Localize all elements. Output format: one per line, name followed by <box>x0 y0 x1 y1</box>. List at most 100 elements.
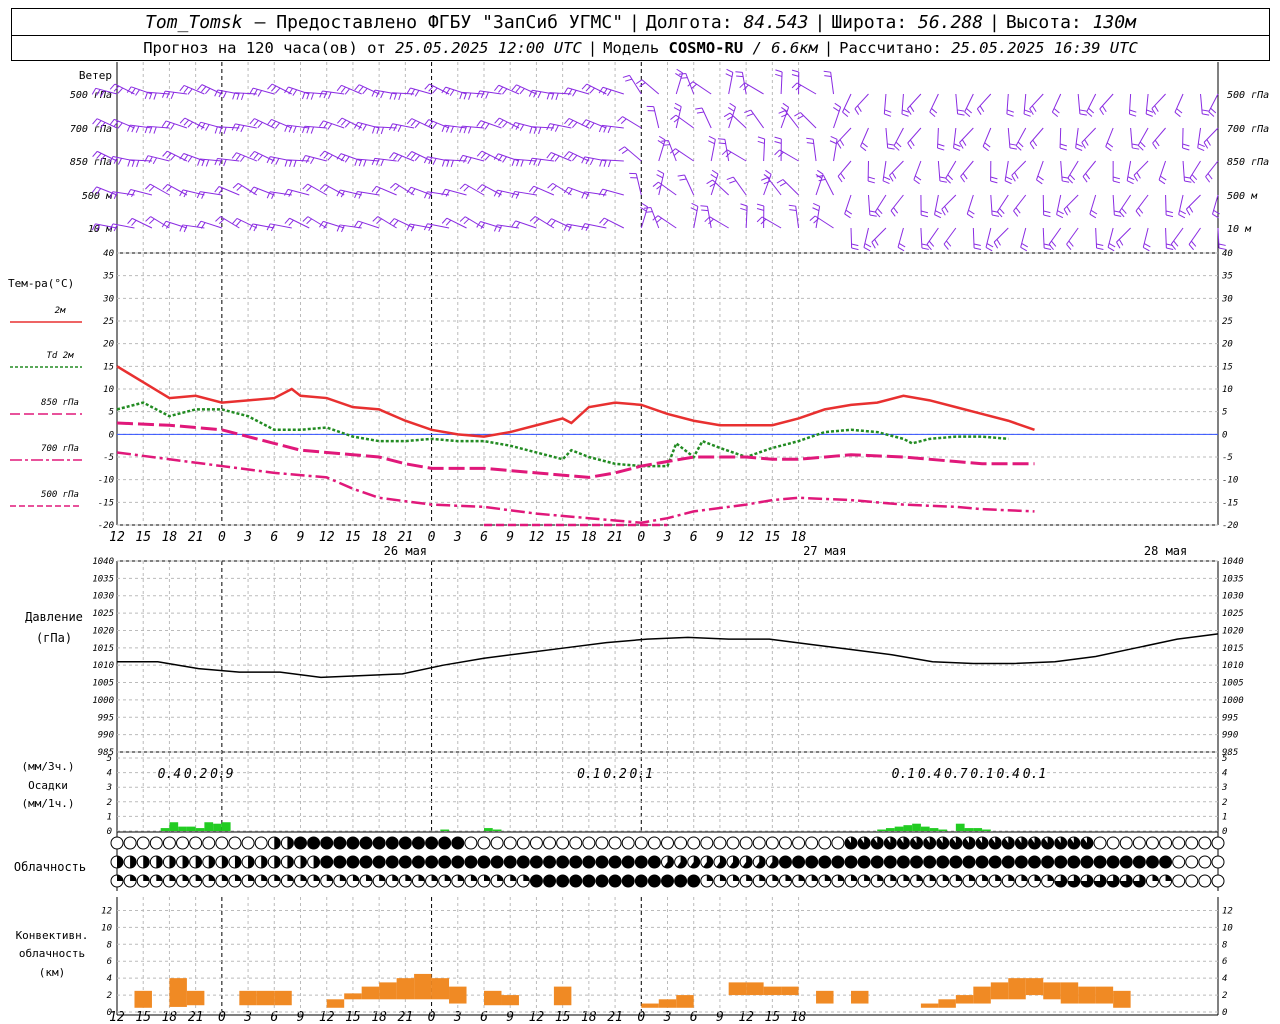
cloud-low-symbol <box>778 836 792 850</box>
wind-barb <box>196 220 223 229</box>
wind-barb <box>1006 93 1014 117</box>
wind-barb <box>809 215 834 229</box>
wind-barb <box>354 84 380 95</box>
wind-barb <box>494 117 520 129</box>
cloud-mid-symbol <box>1028 855 1041 869</box>
wind-barb <box>197 158 222 167</box>
precip-units-1h: (мм/1ч.) <box>22 797 75 810</box>
calculated-time: 25.05.2025 16:39 UTC <box>951 39 1138 57</box>
wind-barb <box>1105 127 1114 152</box>
cloud-mid-symbol <box>398 855 412 869</box>
wind-barb <box>1029 127 1044 150</box>
conv-y-tick: 10 <box>101 923 112 933</box>
precip-bar <box>964 828 974 831</box>
cloud-mid-symbol <box>896 855 910 869</box>
wind-barb <box>1023 93 1032 117</box>
wind-barb <box>528 157 554 166</box>
cloud-high-symbol <box>896 874 910 888</box>
time-tick-label: 6 <box>690 530 698 545</box>
wind-barb <box>249 186 275 196</box>
temp-y-tick-right: -15 <box>1222 498 1238 508</box>
model-label: Модель <box>603 39 660 57</box>
wind-barb <box>854 93 869 115</box>
pressure-y-tick: 1015 <box>92 644 114 654</box>
temp-y-tick: -10 <box>98 476 114 486</box>
time-tick-label-bottom: 12 <box>738 1010 754 1024</box>
wind-barb <box>901 93 910 117</box>
wind-barb <box>643 206 660 229</box>
wind-barb <box>1188 227 1201 251</box>
time-tick-label: 0 <box>428 530 436 545</box>
precip-bar <box>221 822 231 831</box>
wind-barb <box>776 179 799 196</box>
cloud-mid-symbol <box>778 855 792 869</box>
cloud-high-symbol <box>1028 874 1041 888</box>
wind-barb <box>661 139 677 162</box>
time-tick-label-bottom: 12 <box>319 1010 335 1024</box>
time-tick-label: 6 <box>480 530 488 545</box>
pressure-y-tick: 1005 <box>92 679 114 689</box>
pressure-y-tick-right: 1040 <box>1222 557 1244 567</box>
conv-cloud-bar <box>920 1003 939 1008</box>
temp-y-tick-right: 20 <box>1222 340 1233 350</box>
wind-barb <box>871 227 887 249</box>
precip-bar <box>440 829 450 831</box>
wind-barb <box>127 217 153 229</box>
time-tick-label-bottom: 15 <box>345 1010 361 1024</box>
time-tick-label-bottom: 9 <box>506 1010 514 1024</box>
wind-barb <box>657 135 666 162</box>
conv-y-tick-right: 0 <box>1222 1008 1227 1018</box>
cloud-low-symbol <box>294 836 307 850</box>
wind-barb <box>144 155 170 165</box>
pressure-y-tick-right: 1020 <box>1222 626 1244 636</box>
wind-barb <box>1066 227 1079 250</box>
cloud-mid-symbol <box>1001 855 1015 869</box>
wind-barb <box>1082 160 1097 183</box>
wind-barb <box>301 125 327 134</box>
time-tick-label: 9 <box>506 530 514 545</box>
conv-y-tick-right: 2 <box>1222 991 1227 1001</box>
temp-y-tick: -15 <box>98 498 114 508</box>
cloud-high-symbol <box>818 874 832 888</box>
wind-barb <box>564 151 590 162</box>
temp-y-tick-right: 5 <box>1222 408 1227 418</box>
wind-barb <box>670 114 695 129</box>
cloud-low-symbol <box>569 836 583 850</box>
cloud-mid-symbol <box>1106 855 1120 869</box>
conv-y-tick-right: 12 <box>1222 906 1233 916</box>
wind-barb <box>1145 93 1154 117</box>
wind-barb <box>406 223 432 232</box>
cloud-low-symbol <box>805 836 819 850</box>
precip-3h-total: 0.7 <box>944 767 968 782</box>
time-tick-label-bottom: 18 <box>162 1010 178 1024</box>
wind-barb <box>494 84 520 95</box>
forecast-label: Прогноз на 120 часа(ов) от <box>143 39 386 57</box>
wind-barb <box>109 83 135 95</box>
cloud-high-symbol <box>176 874 190 888</box>
wind-barb <box>760 177 782 196</box>
cloud-low-symbol <box>713 836 727 850</box>
cloud-mid-symbol <box>1041 855 1055 869</box>
wind-barb <box>775 69 783 95</box>
time-tick-label: 9 <box>716 530 724 545</box>
wind-barb <box>546 152 572 162</box>
wind-barb <box>1170 227 1184 250</box>
cloud-mid-symbol <box>333 855 347 869</box>
wind-barb <box>581 119 607 129</box>
conv-y-tick: 8 <box>107 940 112 950</box>
wind-barb <box>214 157 240 167</box>
wind-barb <box>677 174 695 196</box>
cloud-mid-symbol <box>792 855 806 869</box>
wind-barb <box>780 102 790 129</box>
wind-barb <box>389 152 415 162</box>
cloud-high-symbol <box>792 874 806 888</box>
wind-barb <box>706 179 730 196</box>
altitude-value: 130м <box>1092 11 1136 33</box>
wind-level-label: 500 гПа <box>70 90 112 101</box>
wind-barb <box>1133 160 1149 182</box>
wind-barb <box>354 191 380 199</box>
cloud-low-symbol <box>687 836 701 850</box>
wind-barb <box>617 116 642 129</box>
cloud-low-symbol <box>372 836 386 850</box>
wind-barb <box>893 127 904 151</box>
